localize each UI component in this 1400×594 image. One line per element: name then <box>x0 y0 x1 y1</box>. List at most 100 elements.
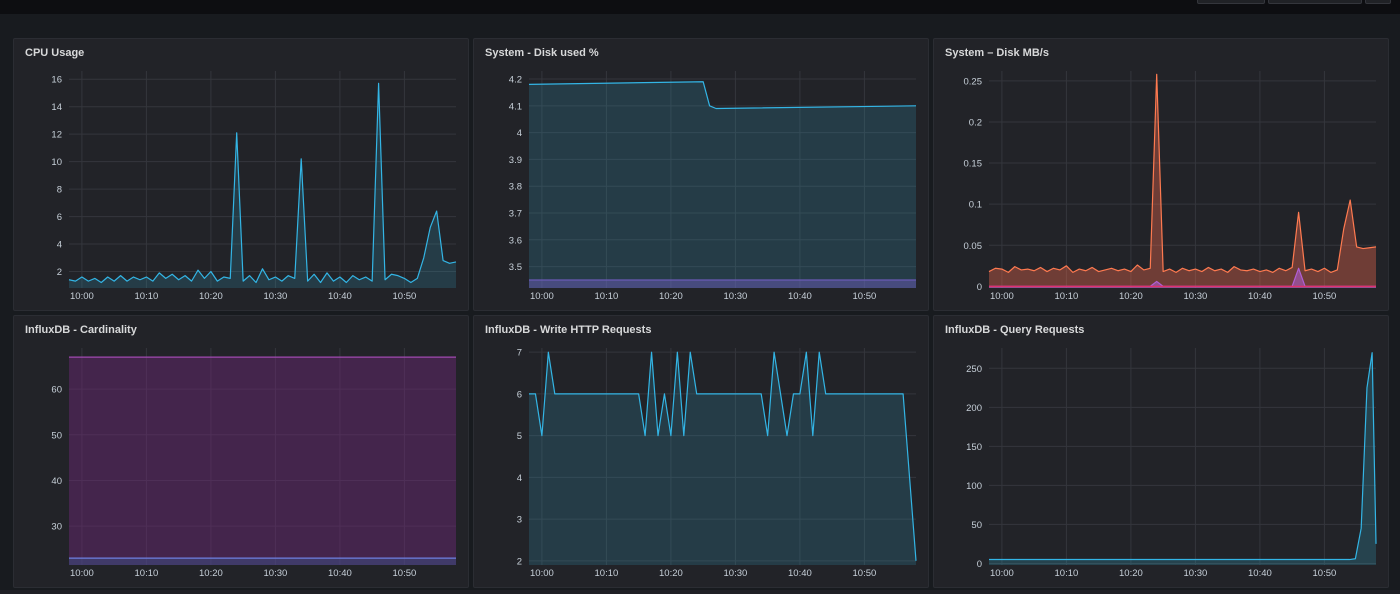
x-tick-label: 10:10 <box>1055 291 1079 302</box>
x-tick-label: 10:50 <box>1313 291 1337 302</box>
y-tick-label: 3.8 <box>509 182 522 193</box>
cpu-usage-chart[interactable]: 10:00 10:10 10:20 10:30 10:40 10:50 2 4 6 8 10 12 14… <box>14 39 470 312</box>
y-tick-label: 0.15 <box>964 159 983 170</box>
x-tick-label: 10:20 <box>1119 291 1143 302</box>
series-line-0 <box>988 73 1377 273</box>
x-tick-label: 10:40 <box>1248 568 1272 579</box>
y-tick-label: 30 <box>51 522 62 533</box>
y-tick-label: 2 <box>57 267 62 278</box>
y-tick-label: 4.2 <box>509 75 522 86</box>
x-tick-label: 10:40 <box>788 291 812 302</box>
x-tick-label: 10:10 <box>595 291 619 302</box>
x-tick-label: 10:20 <box>659 568 683 579</box>
x-tick-label: 10:50 <box>853 568 877 579</box>
y-tick-label: 14 <box>51 102 62 113</box>
y-tick-label: 4 <box>57 240 62 251</box>
y-tick-label: 4.1 <box>509 101 522 112</box>
top-navbar <box>0 0 1400 14</box>
panel-title[interactable]: System - Disk used % <box>485 47 599 59</box>
next-row-panels <box>0 590 1400 594</box>
x-tick-label: 10:40 <box>328 291 352 302</box>
x-tick-label: 10:20 <box>199 291 223 302</box>
y-tick-label: 0.05 <box>964 241 983 252</box>
series-line-0 <box>529 351 917 561</box>
y-tick-label: 50 <box>51 430 62 441</box>
panel-title[interactable]: InfluxDB - Query Requests <box>945 324 1085 336</box>
disk-used-chart[interactable]: 10:00 10:10 10:20 10:30 10:40 10:50 3.5 3.6 3.7 3… <box>474 39 930 312</box>
y-tick-label: 100 <box>966 481 982 492</box>
y-tick-label: 7 <box>517 348 522 359</box>
series-area-1 <box>529 81 916 288</box>
x-tick-label: 10:50 <box>393 291 417 302</box>
y-tick-label: 50 <box>971 520 982 531</box>
series-line-0 <box>68 82 457 284</box>
x-tick-label: 10:30 <box>724 291 748 302</box>
y-tick-label: 3.6 <box>509 235 522 246</box>
x-tick-label: 10:10 <box>135 291 159 302</box>
panel-title[interactable]: InfluxDB - Write HTTP Requests <box>485 324 652 336</box>
y-tick-label: 0 <box>977 559 982 570</box>
x-tick-label: 10:30 <box>1184 291 1208 302</box>
series-area-0 <box>529 352 916 565</box>
series-line-1 <box>528 81 917 110</box>
y-tick-label: 3.7 <box>509 208 522 219</box>
time-range-button[interactable] <box>1197 0 1265 4</box>
y-tick-label: 8 <box>57 185 62 196</box>
y-tick-label: 2 <box>517 556 522 567</box>
panel-disk-used[interactable]: System - Disk used % 10:00 10:10 10:20 10:3… <box>473 38 929 311</box>
x-tick-label: 10:10 <box>135 568 159 579</box>
y-tick-label: 10 <box>51 157 62 168</box>
series-area-0 <box>989 352 1376 565</box>
panel-write-http[interactable]: InfluxDB - Write HTTP Requests 10:00 10:1… <box>473 315 929 588</box>
series-area-0 <box>69 83 456 288</box>
y-tick-label: 0.25 <box>964 76 983 87</box>
x-tick-label: 10:40 <box>788 568 812 579</box>
x-tick-label: 10:00 <box>990 568 1014 579</box>
panel-cardinality[interactable]: InfluxDB - Cardinality 10:00 10:10 10:20 10… <box>13 315 469 588</box>
y-tick-label: 0.1 <box>969 200 982 211</box>
query-requests-chart[interactable]: 10:00 10:10 10:20 10:30 10:40 10:50 0 50 100 150 2… <box>934 316 1390 589</box>
x-tick-label: 10:00 <box>530 568 554 579</box>
y-tick-label: 4 <box>517 128 522 139</box>
series-area-1 <box>69 558 456 565</box>
y-tick-label: 40 <box>51 476 62 487</box>
y-tick-label: 16 <box>51 75 62 86</box>
panel-cpu-usage[interactable]: CPU Usage 10:00 10:10 10:20 10:30 10:40 10:50… <box>13 38 469 311</box>
series-area-1 <box>989 268 1376 288</box>
x-tick-label: 10:50 <box>1313 568 1337 579</box>
panel-title[interactable]: InfluxDB - Cardinality <box>25 324 137 336</box>
y-tick-label: 4 <box>517 473 522 484</box>
x-tick-label: 10:30 <box>724 568 748 579</box>
x-tick-label: 10:30 <box>264 291 288 302</box>
x-tick-label: 10:20 <box>199 568 223 579</box>
disk-mbs-chart[interactable]: 10:00 10:10 10:20 10:30 10:40 10:50 0 0.05 0.1 0.… <box>934 39 1390 312</box>
series-area-0 <box>529 279 916 288</box>
y-tick-label: 3.5 <box>509 262 522 273</box>
panel-title[interactable]: CPU Usage <box>25 47 85 59</box>
y-tick-label: 250 <box>966 364 982 375</box>
panel-disk-mbs[interactable]: System – Disk MB/s 10:00 10:10 10:20 10:30 1… <box>933 38 1389 311</box>
x-tick-label: 10:00 <box>70 291 94 302</box>
x-tick-label: 10:30 <box>264 568 288 579</box>
cardinality-chart[interactable]: 10:00 10:10 10:20 10:30 10:40 10:50 30 40 50 60 <box>14 316 470 589</box>
x-tick-label: 10:10 <box>1055 568 1079 579</box>
y-tick-label: 200 <box>966 403 982 414</box>
x-tick-label: 10:40 <box>1248 291 1272 302</box>
y-tick-label: 12 <box>51 130 62 141</box>
refresh-picker-button[interactable] <box>1268 0 1362 4</box>
y-tick-label: 60 <box>51 385 62 396</box>
x-tick-label: 10:40 <box>328 568 352 579</box>
y-tick-label: 6 <box>57 212 62 223</box>
series-line-0 <box>989 352 1377 561</box>
panel-query-requests[interactable]: InfluxDB - Query Requests 10:00 10:10 10:2… <box>933 315 1389 588</box>
x-tick-label: 10:20 <box>1119 568 1143 579</box>
x-tick-label: 10:50 <box>853 291 877 302</box>
zoom-out-button[interactable] <box>1365 0 1391 4</box>
y-tick-label: 150 <box>966 442 982 453</box>
x-tick-label: 10:30 <box>1184 568 1208 579</box>
write-http-chart[interactable]: 10:00 10:10 10:20 10:30 10:40 10:50 2 3 4 5 6 7 <box>474 316 930 589</box>
panel-title[interactable]: System – Disk MB/s <box>945 47 1049 59</box>
y-tick-label: 3.9 <box>509 155 522 166</box>
series-area-0 <box>69 357 456 565</box>
x-tick-label: 10:00 <box>530 291 554 302</box>
